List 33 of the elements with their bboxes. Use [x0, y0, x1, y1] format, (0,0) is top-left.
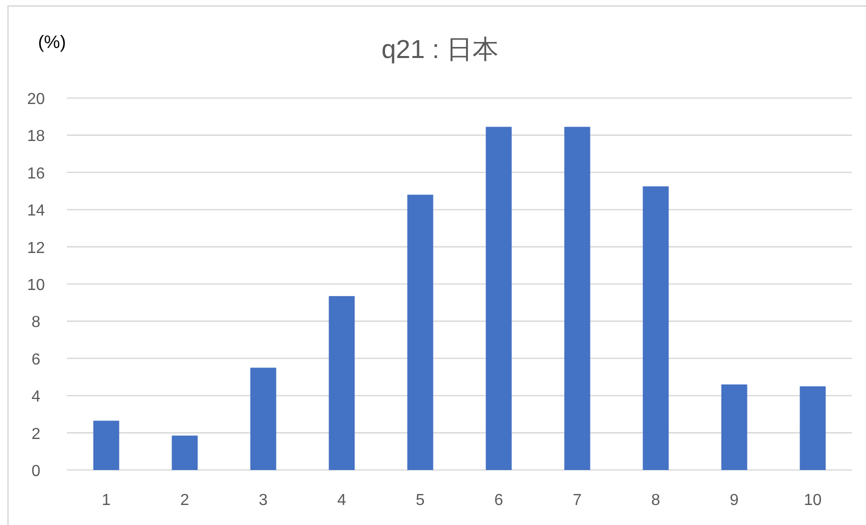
- bar: [250, 368, 276, 470]
- x-tick-label: 8: [651, 492, 660, 509]
- y-tick-label: 2: [32, 426, 41, 443]
- x-tick-label: 4: [337, 492, 346, 509]
- bar: [407, 194, 434, 470]
- x-tick-label: 3: [258, 492, 268, 509]
- bar: [800, 386, 826, 470]
- bar: [93, 420, 120, 470]
- chart-title: q21 : 日本: [381, 34, 499, 64]
- y-tick-label: 12: [27, 240, 45, 257]
- x-tick-label: 7: [572, 492, 582, 509]
- bar: [172, 436, 198, 470]
- y-tick-label: 6: [32, 351, 41, 368]
- y-tick-label: 20: [27, 91, 45, 108]
- y-tick-label: 14: [27, 202, 45, 220]
- x-tick-label: 6: [494, 492, 504, 509]
- x-tick-label: 10: [804, 492, 822, 509]
- bar: [721, 384, 748, 470]
- y-tick-label: 10: [27, 277, 45, 294]
- bar: [642, 186, 669, 470]
- y-tick-label: 18: [27, 128, 45, 146]
- y-tick-label: 16: [27, 165, 45, 182]
- x-tick-label: 2: [180, 492, 190, 509]
- bar: [328, 296, 355, 470]
- y-axis-title: (%): [38, 32, 66, 52]
- y-tick-label: 0: [32, 463, 41, 480]
- x-tick-label: 1: [102, 492, 111, 509]
- x-tick-label: 9: [730, 492, 739, 509]
- bar: [486, 126, 512, 470]
- x-tick-label: 5: [416, 492, 425, 509]
- bar: [564, 126, 590, 470]
- y-tick-label: 4: [32, 388, 41, 406]
- y-tick-label: 8: [32, 314, 41, 332]
